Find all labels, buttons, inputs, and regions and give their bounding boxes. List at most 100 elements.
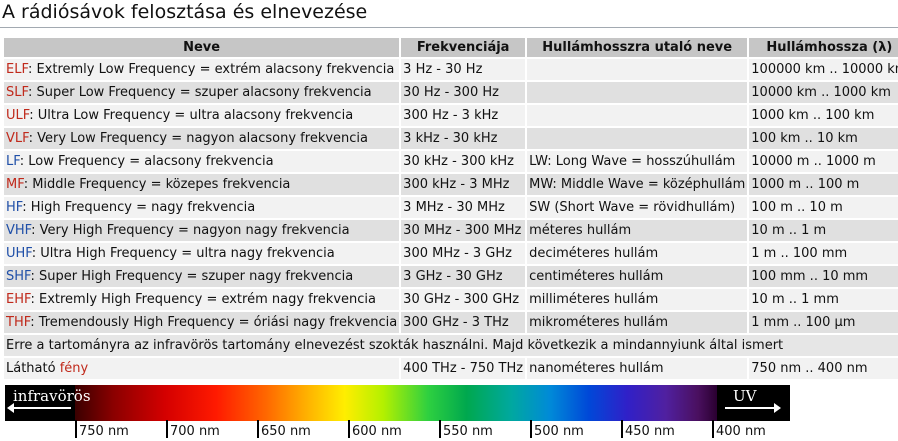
- band-abbreviation: EHF: [6, 292, 31, 307]
- wavelength-cell: 1 mm .. 100 μm: [749, 312, 898, 333]
- band-description: : Very Low Frequency = nagyon alacsony f…: [28, 131, 368, 146]
- band-name-cell: LF: Low Frequency = alacsony frekvencia: [4, 151, 400, 172]
- wave-name-cell: nanométeres hullám: [527, 358, 748, 379]
- band-name-cell: VHF: Very High Frequency = nagyon nagy f…: [4, 220, 400, 241]
- spectrum-tick: [621, 420, 623, 438]
- wavelength-cell: 100 km .. 10 km: [749, 128, 898, 149]
- arrow-right-icon: [725, 403, 781, 413]
- band-abbreviation: HF: [6, 200, 23, 215]
- band-description: : Middle Frequency = közepes frekvencia: [23, 177, 291, 192]
- band-name-cell: MF: Middle Frequency = közepes frekvenci…: [4, 174, 400, 195]
- wave-name-cell: mikrométeres hullám: [527, 312, 748, 333]
- table-row: VLF: Very Low Frequency = nagyon alacson…: [4, 128, 898, 149]
- band-description: : Ultra Low Frequency = ultra alacsony f…: [29, 108, 354, 123]
- note-text: Erre a tartományra az infravörös tartomá…: [4, 335, 898, 356]
- frequency-cell: 400 THz - 750 THz: [401, 358, 526, 379]
- frequency-cell: 300 MHz - 3 GHz: [401, 243, 526, 264]
- wavelength-cell: 10000 km .. 1000 km: [749, 82, 898, 103]
- band-name-cell: Látható fény: [4, 358, 400, 379]
- wave-name-cell: LW: Long Wave = hosszúhullám: [527, 151, 748, 172]
- spectrum-tick: [712, 420, 714, 438]
- band-abbreviation: LF: [6, 154, 20, 169]
- spectrum-tick-label: 450 nm: [625, 424, 675, 439]
- spectrum-tick-label: 700 nm: [170, 424, 220, 439]
- band-description: : Super Low Frequency = szuper alacsony …: [27, 85, 372, 100]
- frequency-cell: 3 MHz - 30 MHz: [401, 197, 526, 218]
- table-row: ULF: Ultra Low Frequency = ultra alacson…: [4, 105, 898, 126]
- wavelength-cell: 1000 km .. 100 km: [749, 105, 898, 126]
- frequency-cell: 300 Hz - 3 kHz: [401, 105, 526, 126]
- wavelength-cell: 750 nm .. 400 nm: [749, 358, 898, 379]
- band-name-cell: ULF: Ultra Low Frequency = ultra alacson…: [4, 105, 400, 126]
- header-name: Neve: [4, 38, 400, 57]
- table-row: Látható fény 400 THz - 750 THz nanométeres…: [4, 358, 898, 379]
- table-row: SHF: Super High Frequency = szuper nagy …: [4, 266, 898, 287]
- arrow-left-icon: [7, 403, 71, 413]
- infrared-label: infravörös: [13, 387, 91, 405]
- band-abbreviation: SLF: [6, 85, 28, 100]
- frequency-cell: 30 Hz - 300 Hz: [401, 82, 526, 103]
- wavelength-cell: 100 mm .. 10 mm: [749, 266, 898, 287]
- note-row: Erre a tartományra az infravörös tartomá…: [4, 335, 898, 356]
- band-name-cell: HF: High Frequency = nagy frekvencia: [4, 197, 400, 218]
- wave-name-cell: SW (Short Wave = rövidhullám): [527, 197, 748, 218]
- wave-name-cell: [527, 59, 748, 80]
- wave-name-cell: méteres hullám: [527, 220, 748, 241]
- band-name-cell: UHF: Ultra High Frequency = ultra nagy f…: [4, 243, 400, 264]
- spectrum-tick: [257, 420, 259, 438]
- table-row: SLF: Super Low Frequency = szuper alacso…: [4, 82, 898, 103]
- band-description: : Very High Frequency = nagyon nagy frek…: [31, 223, 350, 238]
- frequency-cell: 30 MHz - 300 MHz: [401, 220, 526, 241]
- band-description: : Tremendously High Frequency = óriási n…: [30, 315, 398, 330]
- frequency-cell: 3 kHz - 30 kHz: [401, 128, 526, 149]
- band-name-cell: ELF: Extremly Low Frequency = extrém ala…: [4, 59, 400, 80]
- wavelength-cell: 100 m .. 10 m: [749, 197, 898, 218]
- wave-name-cell: MW: Middle Wave = középhullám: [527, 174, 748, 195]
- wave-name-cell: deciméteres hullám: [527, 243, 748, 264]
- spectrum-tick: [166, 420, 168, 438]
- band-abbreviation: ULF: [6, 108, 30, 123]
- band-description: : High Frequency = nagy frekvencia: [22, 200, 256, 215]
- spectrum-tick: [439, 420, 441, 438]
- spectrum-tick-label: 500 nm: [534, 424, 584, 439]
- visible-spectrum-bar: infravörös UV: [5, 385, 790, 421]
- band-abbreviation: ELF: [6, 62, 28, 77]
- frequency-cell: 3 Hz - 30 Hz: [401, 59, 526, 80]
- table-row: HF: High Frequency = nagy frekvencia 3 MH…: [4, 197, 898, 218]
- visible-label: Látható: [6, 361, 60, 376]
- wave-name-cell: centiméteres hullám: [527, 266, 748, 287]
- frequency-cell: 300 kHz - 3 MHz: [401, 174, 526, 195]
- table-row: EHF: Extremly High Frequency = extrém na…: [4, 289, 898, 310]
- table-row: LF: Low Frequency = alacsony frekvencia 3…: [4, 151, 898, 172]
- band-abbreviation: VLF: [6, 131, 29, 146]
- frequency-cell: 30 kHz - 300 kHz: [401, 151, 526, 172]
- visible-label-highlight: fény: [59, 361, 89, 376]
- spectrum-tick-label: 400 nm: [716, 424, 766, 439]
- page-title: A rádiósávok felosztása és elnevezése: [2, 1, 368, 23]
- band-abbreviation: VHF: [6, 223, 32, 238]
- band-abbreviation: SHF: [6, 269, 31, 284]
- band-name-cell: VLF: Very Low Frequency = nagyon alacson…: [4, 128, 400, 149]
- wave-name-cell: milliméteres hullám: [527, 289, 748, 310]
- wave-name-cell: [527, 82, 748, 103]
- uv-label: UV: [733, 387, 757, 405]
- band-abbreviation: UHF: [6, 246, 32, 261]
- band-name-cell: EHF: Extremly High Frequency = extrém na…: [4, 289, 400, 310]
- table-row: MF: Middle Frequency = közepes frekvenci…: [4, 174, 898, 195]
- spectrum-tick-label: 750 nm: [79, 424, 129, 439]
- wavelength-cell: 10 m .. 1 mm: [749, 289, 898, 310]
- band-description: : Extremly High Frequency = extrém nagy …: [30, 292, 376, 307]
- table-header-row: Neve Frekvenciája Hullámhosszra utaló ne…: [4, 38, 898, 57]
- wavelength-cell: 10 m .. 1 m: [749, 220, 898, 241]
- spectrum-tick: [530, 420, 532, 438]
- spectrum-gradient: [75, 385, 717, 421]
- spectrum-tick-label: 550 nm: [443, 424, 493, 439]
- header-frequency: Frekvenciája: [401, 38, 526, 57]
- wavelength-cell: 10000 m .. 1000 m: [749, 151, 898, 172]
- frequency-cell: 30 GHz - 300 GHz: [401, 289, 526, 310]
- spectrum-tick-label: 600 nm: [352, 424, 402, 439]
- band-name-cell: SHF: Super High Frequency = szuper nagy …: [4, 266, 400, 287]
- band-abbreviation: THF: [6, 315, 31, 330]
- wavelength-cell: 100000 km .. 10000 km: [749, 59, 898, 80]
- wavelength-cell: 1000 m .. 100 m: [749, 174, 898, 195]
